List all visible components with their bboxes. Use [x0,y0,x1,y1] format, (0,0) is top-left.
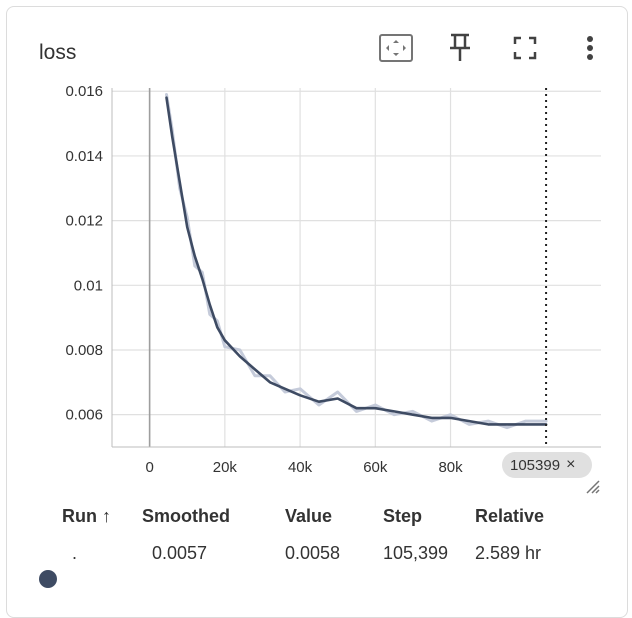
column-header-smoothed[interactable]: Smoothed [142,506,230,526]
step-value: 105,399 [383,542,449,563]
y-tick-label: 0.012 [65,213,103,230]
fit-domain-button[interactable] [378,30,414,66]
smoothed-value: 0.0057 [152,542,208,563]
run-name: . [72,542,78,563]
smoothed-series-line [165,96,548,426]
fullscreen-icon [513,36,537,60]
column-header-step[interactable]: Step [383,506,423,526]
raw-series-line [165,93,548,430]
column-header-relative[interactable]: Relative [475,506,545,526]
x-tick-label: 0 [145,459,153,476]
y-tick-label: 0.01 [74,277,103,294]
raw-value: 0.0058 [285,542,341,563]
step-cursor-badge: 105399 × [502,452,592,478]
y-tick-label: 0.008 [65,342,103,359]
column-header-run[interactable]: Run ↑ [62,506,111,526]
y-tick-label: 0.016 [65,83,103,100]
runs-table: Run ↑ Smoothed Value Step Relative . 0.0… [62,500,544,573]
more-options-button[interactable] [572,30,608,66]
table-row: . 0.0057 0.0058 105,399 2.589 hr [62,533,544,573]
axes [111,88,601,448]
card-title: loss [39,41,77,64]
y-tick-label: 0.006 [65,407,103,424]
resize-handle-icon[interactable] [584,478,600,494]
runs-table-header: Run ↑ Smoothed Value Step Relative [62,500,544,533]
step-cursor-value: 105399 [510,456,561,474]
scalar-card: loss [6,6,628,618]
x-tick-label: 60k [363,459,388,476]
y-tick-label: 0.014 [65,148,103,165]
relative-time: 2.589 hr [475,542,542,563]
pin-button[interactable] [442,30,478,66]
x-tick-label: 20k [213,459,238,476]
loss-chart[interactable]: 0.006 0.008 0.01 0.012 0.014 0.016 0 20k 40k 60k… [0,0,632,500]
fit-domain-icon [379,34,413,62]
x-tick-label: 80k [438,459,463,476]
pin-icon [450,33,470,61]
x-tick-label: 40k [288,459,313,476]
fullscreen-button[interactable] [507,30,543,66]
column-header-value[interactable]: Value [285,506,333,526]
clear-step-cursor-button[interactable]: × [566,456,576,473]
run-color-swatch[interactable] [39,570,57,588]
more-vert-icon [587,36,593,60]
grid-lines [112,88,601,447]
